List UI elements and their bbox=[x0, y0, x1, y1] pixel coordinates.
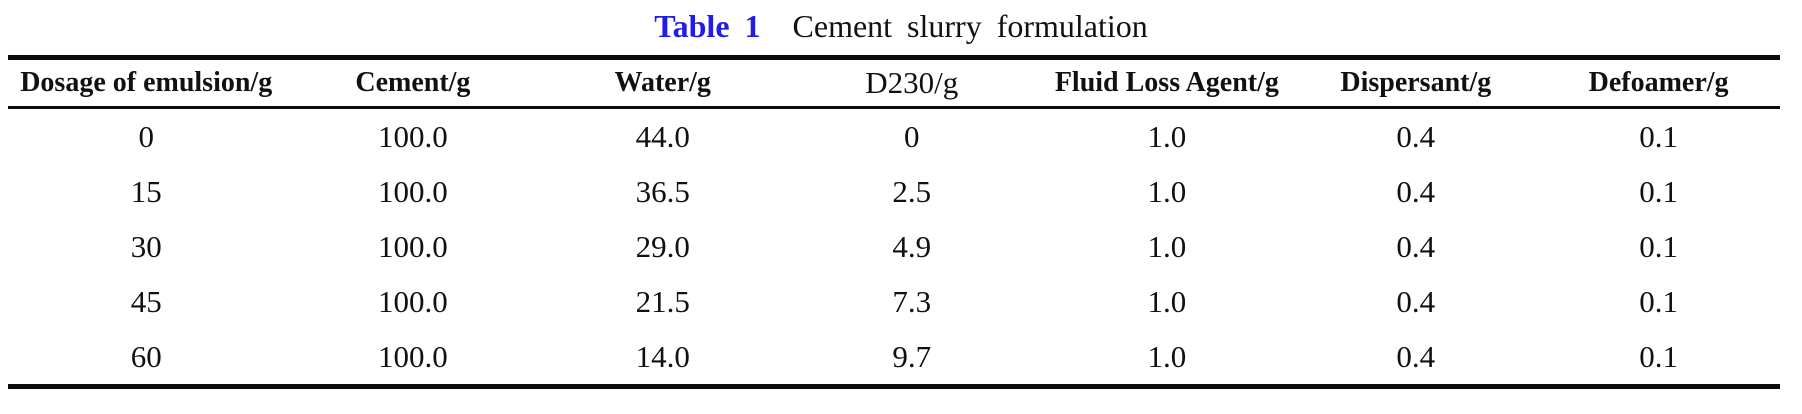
table-cell: 1.0 bbox=[1147, 173, 1187, 209]
header-row: Dosage of emulsion/g Cement/g Water/g D230/… bbox=[8, 58, 1780, 108]
table-cell: 44.0 bbox=[635, 118, 690, 154]
table-head: Dosage of emulsion/g Cement/g Water/g D230/… bbox=[8, 58, 1780, 108]
table-cell: 0.4 bbox=[1396, 228, 1436, 264]
column-header: Dosage of emulsion/g bbox=[20, 67, 273, 98]
table-cell: 0.1 bbox=[1639, 118, 1678, 154]
table-cell: 4.9 bbox=[892, 228, 932, 264]
table-cell: 21.5 bbox=[635, 283, 690, 319]
table-cell: 36.5 bbox=[635, 173, 690, 209]
table-cell: 0.4 bbox=[1396, 118, 1436, 154]
table-cell: 0.1 bbox=[1639, 338, 1678, 374]
column-header: Water/g bbox=[614, 67, 711, 98]
table-cell: 1.0 bbox=[1147, 228, 1187, 264]
column-header: Defoamer/g bbox=[1588, 67, 1729, 98]
paper-page: { "caption": { "label": "Table 1", "text… bbox=[0, 4, 1802, 414]
table-row: 60 100.0 14.0 9.7 1.0 0.4 0.1 bbox=[8, 329, 1780, 387]
table-body: 0 100.0 44.0 0 1.0 0.4 0.1 15 100.0 36.5 2.5 1.0 0.4… bbox=[8, 108, 1780, 387]
formulation-table: Dosage of emulsion/g Cement/g Water/g D230/… bbox=[8, 55, 1780, 389]
table-cell: 15 bbox=[130, 173, 162, 209]
table-cell: 2.5 bbox=[892, 173, 932, 209]
table-cell: 100.0 bbox=[378, 283, 448, 319]
table-row: 30 100.0 29.0 4.9 1.0 0.4 0.1 bbox=[8, 219, 1780, 274]
table-caption-text: Cement slurry formulation bbox=[792, 8, 1148, 44]
table-caption: Table 1 Cement slurry formulation bbox=[0, 4, 1802, 48]
table-cell: 0 bbox=[138, 118, 154, 154]
table-cell: 100.0 bbox=[378, 173, 448, 209]
table-cell: 9.7 bbox=[892, 338, 932, 374]
table-row: 45 100.0 21.5 7.3 1.0 0.4 0.1 bbox=[8, 274, 1780, 329]
table-cell: 0 bbox=[903, 118, 920, 154]
table-cell: 1.0 bbox=[1147, 118, 1187, 154]
table-row: 0 100.0 44.0 0 1.0 0.4 0.1 bbox=[8, 108, 1780, 165]
table-cell: 45 bbox=[130, 283, 162, 319]
table-cell: 0.4 bbox=[1396, 338, 1436, 374]
table-cell: 100.0 bbox=[378, 228, 448, 264]
table-cell: 14.0 bbox=[635, 338, 690, 374]
column-header: D230/g bbox=[865, 65, 959, 100]
table-cell: 0.4 bbox=[1396, 283, 1436, 319]
table-cell: 0.1 bbox=[1639, 173, 1678, 209]
table-cell: 30 bbox=[130, 228, 162, 264]
column-header: Cement/g bbox=[355, 67, 471, 98]
table-cell: 0.1 bbox=[1639, 228, 1678, 264]
table-cell: 0.1 bbox=[1639, 283, 1678, 319]
column-header: Dispersant/g bbox=[1340, 67, 1492, 98]
table-cell: 0.4 bbox=[1396, 173, 1436, 209]
table-cell: 100.0 bbox=[378, 118, 448, 154]
table-cell: 100.0 bbox=[378, 338, 448, 374]
table-cell: 7.3 bbox=[892, 283, 932, 319]
table-row: 15 100.0 36.5 2.5 1.0 0.4 0.1 bbox=[8, 164, 1780, 219]
table-cell: 29.0 bbox=[635, 228, 690, 264]
table-cell: 1.0 bbox=[1147, 338, 1187, 374]
table-caption-label: Table 1 bbox=[654, 8, 761, 44]
column-header: Fluid Loss Agent/g bbox=[1054, 67, 1279, 98]
table-cell: 60 bbox=[130, 338, 162, 374]
table-cell: 1.0 bbox=[1147, 283, 1187, 319]
